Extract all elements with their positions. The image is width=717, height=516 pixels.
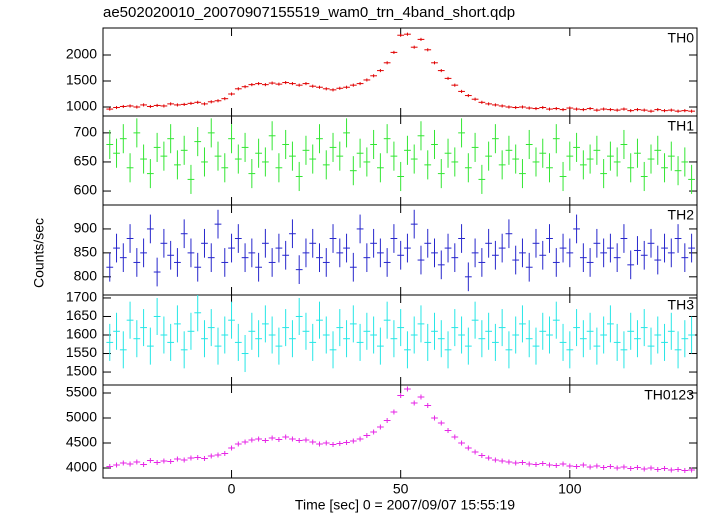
y-tick-label: 1500 [66, 72, 97, 88]
chart-title: ae502020010_20070907155519_wam0_trn_4ban… [103, 4, 515, 21]
x-tick-label: 100 [558, 481, 582, 497]
y-axis-label: Counts/sec [31, 218, 47, 288]
y-tick-label: 4000 [66, 459, 97, 475]
panel-label: TH0123 [644, 387, 694, 403]
y-tick-label: 1650 [66, 307, 97, 323]
panel-frame [102, 204, 698, 296]
y-tick-label: 800 [74, 268, 98, 284]
panel-frame [102, 384, 698, 479]
y-tick-label: 900 [74, 220, 98, 236]
x-tick-label: 0 [228, 481, 236, 497]
panel-label: TH0 [668, 30, 695, 46]
y-tick-label: 600 [74, 182, 98, 198]
y-tick-label: 1550 [66, 344, 97, 360]
panel-label: TH1 [668, 118, 695, 134]
panel-frame [102, 27, 698, 117]
y-tick-label: 4500 [66, 434, 97, 450]
panel-frame [102, 294, 698, 386]
panel-label: TH3 [668, 297, 695, 313]
panel-label: TH2 [668, 207, 695, 223]
y-tick-label: 1000 [66, 98, 97, 114]
y-tick-label: 5000 [66, 409, 97, 425]
y-tick-label: 1500 [66, 363, 97, 379]
y-tick-label: 5500 [66, 384, 97, 400]
x-axis-label: Time [sec] 0 = 2007/09/07 15:55:19 [295, 497, 515, 513]
x-tick-label: 50 [393, 481, 409, 497]
y-tick-label: 1600 [66, 326, 97, 342]
y-tick-label: 700 [74, 124, 98, 140]
y-tick-label: 1700 [66, 289, 97, 305]
y-tick-label: 650 [74, 153, 98, 169]
panel-frame [102, 115, 698, 206]
y-tick-label: 850 [74, 244, 98, 260]
y-tick-label: 2000 [66, 46, 97, 62]
